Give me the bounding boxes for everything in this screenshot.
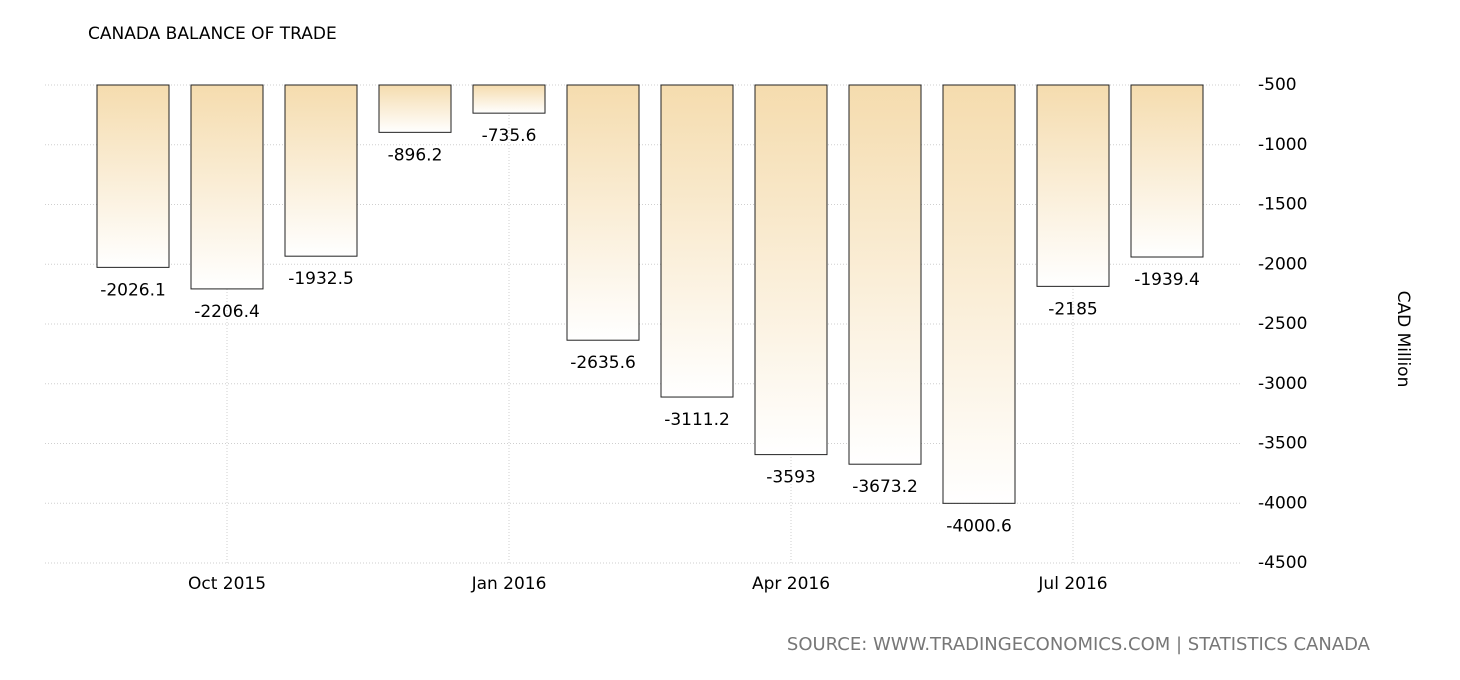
bar [1130, 84, 1204, 258]
y-tick-label: -3500 [1258, 434, 1307, 454]
data-label: -4000.6 [946, 516, 1012, 536]
bar [566, 84, 640, 341]
y-tick-label: -3000 [1258, 374, 1307, 394]
y-tick-label: -4500 [1258, 553, 1307, 573]
y-tick-label: -2500 [1258, 314, 1307, 334]
bar [660, 84, 734, 398]
data-label: -735.6 [482, 126, 537, 146]
y-tick-label: -1500 [1258, 195, 1307, 215]
bar [754, 84, 828, 456]
data-label: -2026.1 [100, 280, 166, 300]
y-tick-label: -4000 [1258, 493, 1307, 513]
data-label: -3673.2 [852, 477, 918, 497]
data-label: -2185 [1048, 299, 1097, 319]
chart-title: CANADA BALANCE OF TRADE [88, 24, 337, 44]
x-tick-label: Jan 2016 [471, 574, 547, 594]
bar [190, 84, 264, 290]
bar [472, 84, 546, 114]
bar [1036, 84, 1110, 287]
x-tick-label: Apr 2016 [752, 574, 830, 594]
data-label: -3593 [766, 468, 815, 488]
data-label: -2635.6 [570, 353, 636, 373]
bar [848, 84, 922, 465]
bar [284, 84, 358, 257]
bar [942, 84, 1016, 504]
source-note: SOURCE: WWW.TRADINGECONOMICS.COM | STATI… [787, 634, 1371, 655]
bar [96, 84, 170, 268]
y-tick-label: -500 [1258, 75, 1297, 95]
x-tick-label: Oct 2015 [188, 574, 266, 594]
data-label: -1932.5 [288, 269, 354, 289]
y-tick-label: -1000 [1258, 135, 1307, 155]
y-axis-label: CAD Million [1393, 291, 1413, 388]
data-label: -896.2 [388, 145, 443, 165]
bar [378, 84, 452, 133]
y-tick-label: -2000 [1258, 254, 1307, 274]
data-label: -2206.4 [194, 302, 260, 322]
x-tick-label: Jul 2016 [1037, 574, 1107, 594]
data-label: -1939.4 [1134, 270, 1200, 290]
data-label: -3111.2 [664, 410, 730, 430]
